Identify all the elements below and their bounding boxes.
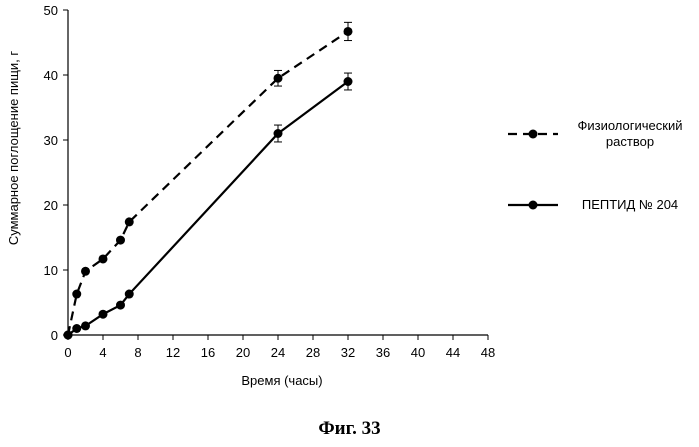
figure-caption: Фиг. 33 [0, 418, 699, 440]
data-point [116, 236, 125, 245]
x-tick-label: 24 [271, 345, 285, 360]
data-point [344, 27, 353, 36]
y-axis-ticks: 0 10 20 30 40 50 [44, 3, 68, 343]
y-tick-label: 30 [44, 133, 58, 148]
y-axis-title: Суммарное поглощение пищи, г [6, 51, 21, 246]
legend-label: раствор [606, 134, 654, 149]
x-axis-ticks: 04812162024283236404448 [64, 335, 495, 360]
data-point [125, 217, 134, 226]
legend-label: Физиологический [578, 118, 683, 133]
x-tick-label: 20 [236, 345, 250, 360]
data-point [72, 324, 81, 333]
x-tick-label: 36 [376, 345, 390, 360]
data-point [81, 267, 90, 276]
legend-label: ПЕПТИД № 204 [582, 197, 678, 212]
x-tick-label: 16 [201, 345, 215, 360]
x-tick-label: 12 [166, 345, 180, 360]
series-line [68, 82, 348, 336]
legend-marker [529, 130, 538, 139]
data-point [99, 254, 108, 263]
y-tick-label: 50 [44, 3, 58, 18]
y-tick-label: 0 [51, 328, 58, 343]
y-tick-label: 10 [44, 263, 58, 278]
data-point [274, 129, 283, 138]
series-1 [64, 22, 353, 339]
legend: Физиологическийраствор ПЕПТИД № 204 [508, 118, 683, 212]
data-point [64, 331, 73, 340]
series-2 [64, 73, 353, 339]
x-tick-label: 48 [481, 345, 495, 360]
legend-item-1: Физиологическийраствор [508, 118, 683, 149]
legend-item-2: ПЕПТИД № 204 [508, 197, 678, 212]
legend-marker [529, 201, 538, 210]
x-tick-label: 40 [411, 345, 425, 360]
x-tick-label: 8 [134, 345, 141, 360]
x-tick-label: 44 [446, 345, 460, 360]
x-tick-label: 28 [306, 345, 320, 360]
data-point [274, 74, 283, 83]
x-axis-title: Время (часы) [241, 373, 322, 388]
axes [68, 10, 488, 335]
data-point [125, 290, 134, 299]
series-layer [64, 22, 353, 339]
x-tick-label: 0 [64, 345, 71, 360]
data-point [81, 321, 90, 330]
x-tick-label: 32 [341, 345, 355, 360]
y-tick-label: 20 [44, 198, 58, 213]
data-point [344, 77, 353, 86]
x-tick-label: 4 [99, 345, 106, 360]
data-point [99, 310, 108, 319]
data-point [72, 290, 81, 299]
series-line [68, 31, 348, 335]
y-tick-label: 40 [44, 68, 58, 83]
data-point [116, 301, 125, 310]
